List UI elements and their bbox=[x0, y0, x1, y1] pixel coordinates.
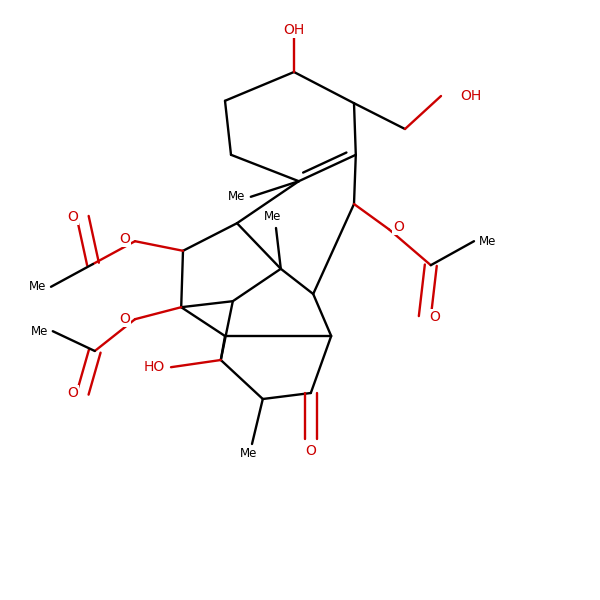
Text: Me: Me bbox=[29, 280, 46, 293]
Text: O: O bbox=[67, 386, 78, 400]
Text: OH: OH bbox=[460, 89, 481, 103]
Text: O: O bbox=[119, 312, 130, 326]
Text: O: O bbox=[430, 310, 440, 324]
Text: OH: OH bbox=[283, 23, 305, 37]
Text: Me: Me bbox=[479, 235, 496, 248]
Text: Me: Me bbox=[241, 447, 257, 460]
Text: HO: HO bbox=[144, 360, 165, 374]
Text: O: O bbox=[67, 210, 78, 224]
Text: O: O bbox=[394, 220, 404, 234]
Text: Me: Me bbox=[227, 190, 245, 203]
Text: Me: Me bbox=[265, 210, 281, 223]
Text: Me: Me bbox=[31, 325, 48, 338]
Text: O: O bbox=[119, 232, 130, 246]
Text: O: O bbox=[305, 444, 316, 458]
